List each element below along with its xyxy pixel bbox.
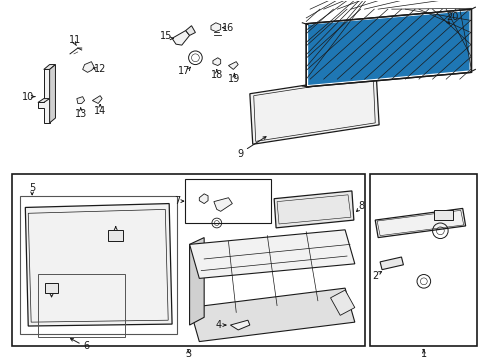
Text: 12: 12: [94, 64, 106, 75]
Text: 8: 8: [358, 201, 364, 211]
Text: 3: 3: [184, 349, 191, 359]
Text: 2: 2: [371, 271, 378, 282]
Polygon shape: [213, 198, 232, 211]
Polygon shape: [305, 9, 470, 87]
Polygon shape: [189, 238, 204, 325]
Bar: [12, 174, 364, 346]
Polygon shape: [38, 69, 49, 123]
Text: 9: 9: [237, 149, 243, 159]
Polygon shape: [379, 257, 403, 270]
Polygon shape: [77, 96, 84, 103]
Text: 6: 6: [83, 341, 89, 351]
Bar: [38, 274, 125, 337]
Text: 16: 16: [222, 23, 234, 33]
Polygon shape: [25, 203, 172, 326]
Text: 5: 5: [29, 183, 35, 193]
Text: 18: 18: [210, 70, 223, 80]
Polygon shape: [228, 62, 238, 69]
Text: 13: 13: [75, 109, 87, 119]
Bar: [20, 196, 177, 334]
Text: 10: 10: [22, 92, 34, 102]
Polygon shape: [49, 64, 55, 123]
Text: 15: 15: [160, 31, 172, 41]
Polygon shape: [230, 320, 249, 330]
Polygon shape: [249, 74, 378, 144]
Text: 4: 4: [215, 320, 222, 330]
Polygon shape: [274, 191, 353, 228]
Polygon shape: [330, 290, 354, 315]
Polygon shape: [38, 99, 49, 103]
Polygon shape: [185, 26, 195, 35]
Bar: [433, 210, 452, 220]
Text: 20: 20: [445, 12, 457, 22]
Polygon shape: [92, 96, 102, 103]
Text: 19: 19: [228, 74, 240, 84]
Text: 1: 1: [420, 349, 426, 359]
Polygon shape: [374, 208, 465, 238]
Text: 17: 17: [177, 66, 189, 76]
Text: 7: 7: [173, 196, 180, 206]
Polygon shape: [189, 230, 354, 278]
Polygon shape: [199, 194, 207, 203]
Polygon shape: [307, 11, 468, 85]
Polygon shape: [210, 23, 220, 32]
Polygon shape: [212, 58, 220, 66]
Text: 11: 11: [69, 35, 81, 45]
Bar: [184, 179, 271, 223]
Polygon shape: [44, 64, 55, 69]
Bar: [369, 174, 476, 346]
Polygon shape: [82, 62, 94, 72]
Bar: [108, 230, 123, 242]
Polygon shape: [189, 288, 354, 342]
Bar: [45, 283, 58, 293]
Text: 14: 14: [94, 106, 106, 116]
Polygon shape: [172, 31, 189, 45]
